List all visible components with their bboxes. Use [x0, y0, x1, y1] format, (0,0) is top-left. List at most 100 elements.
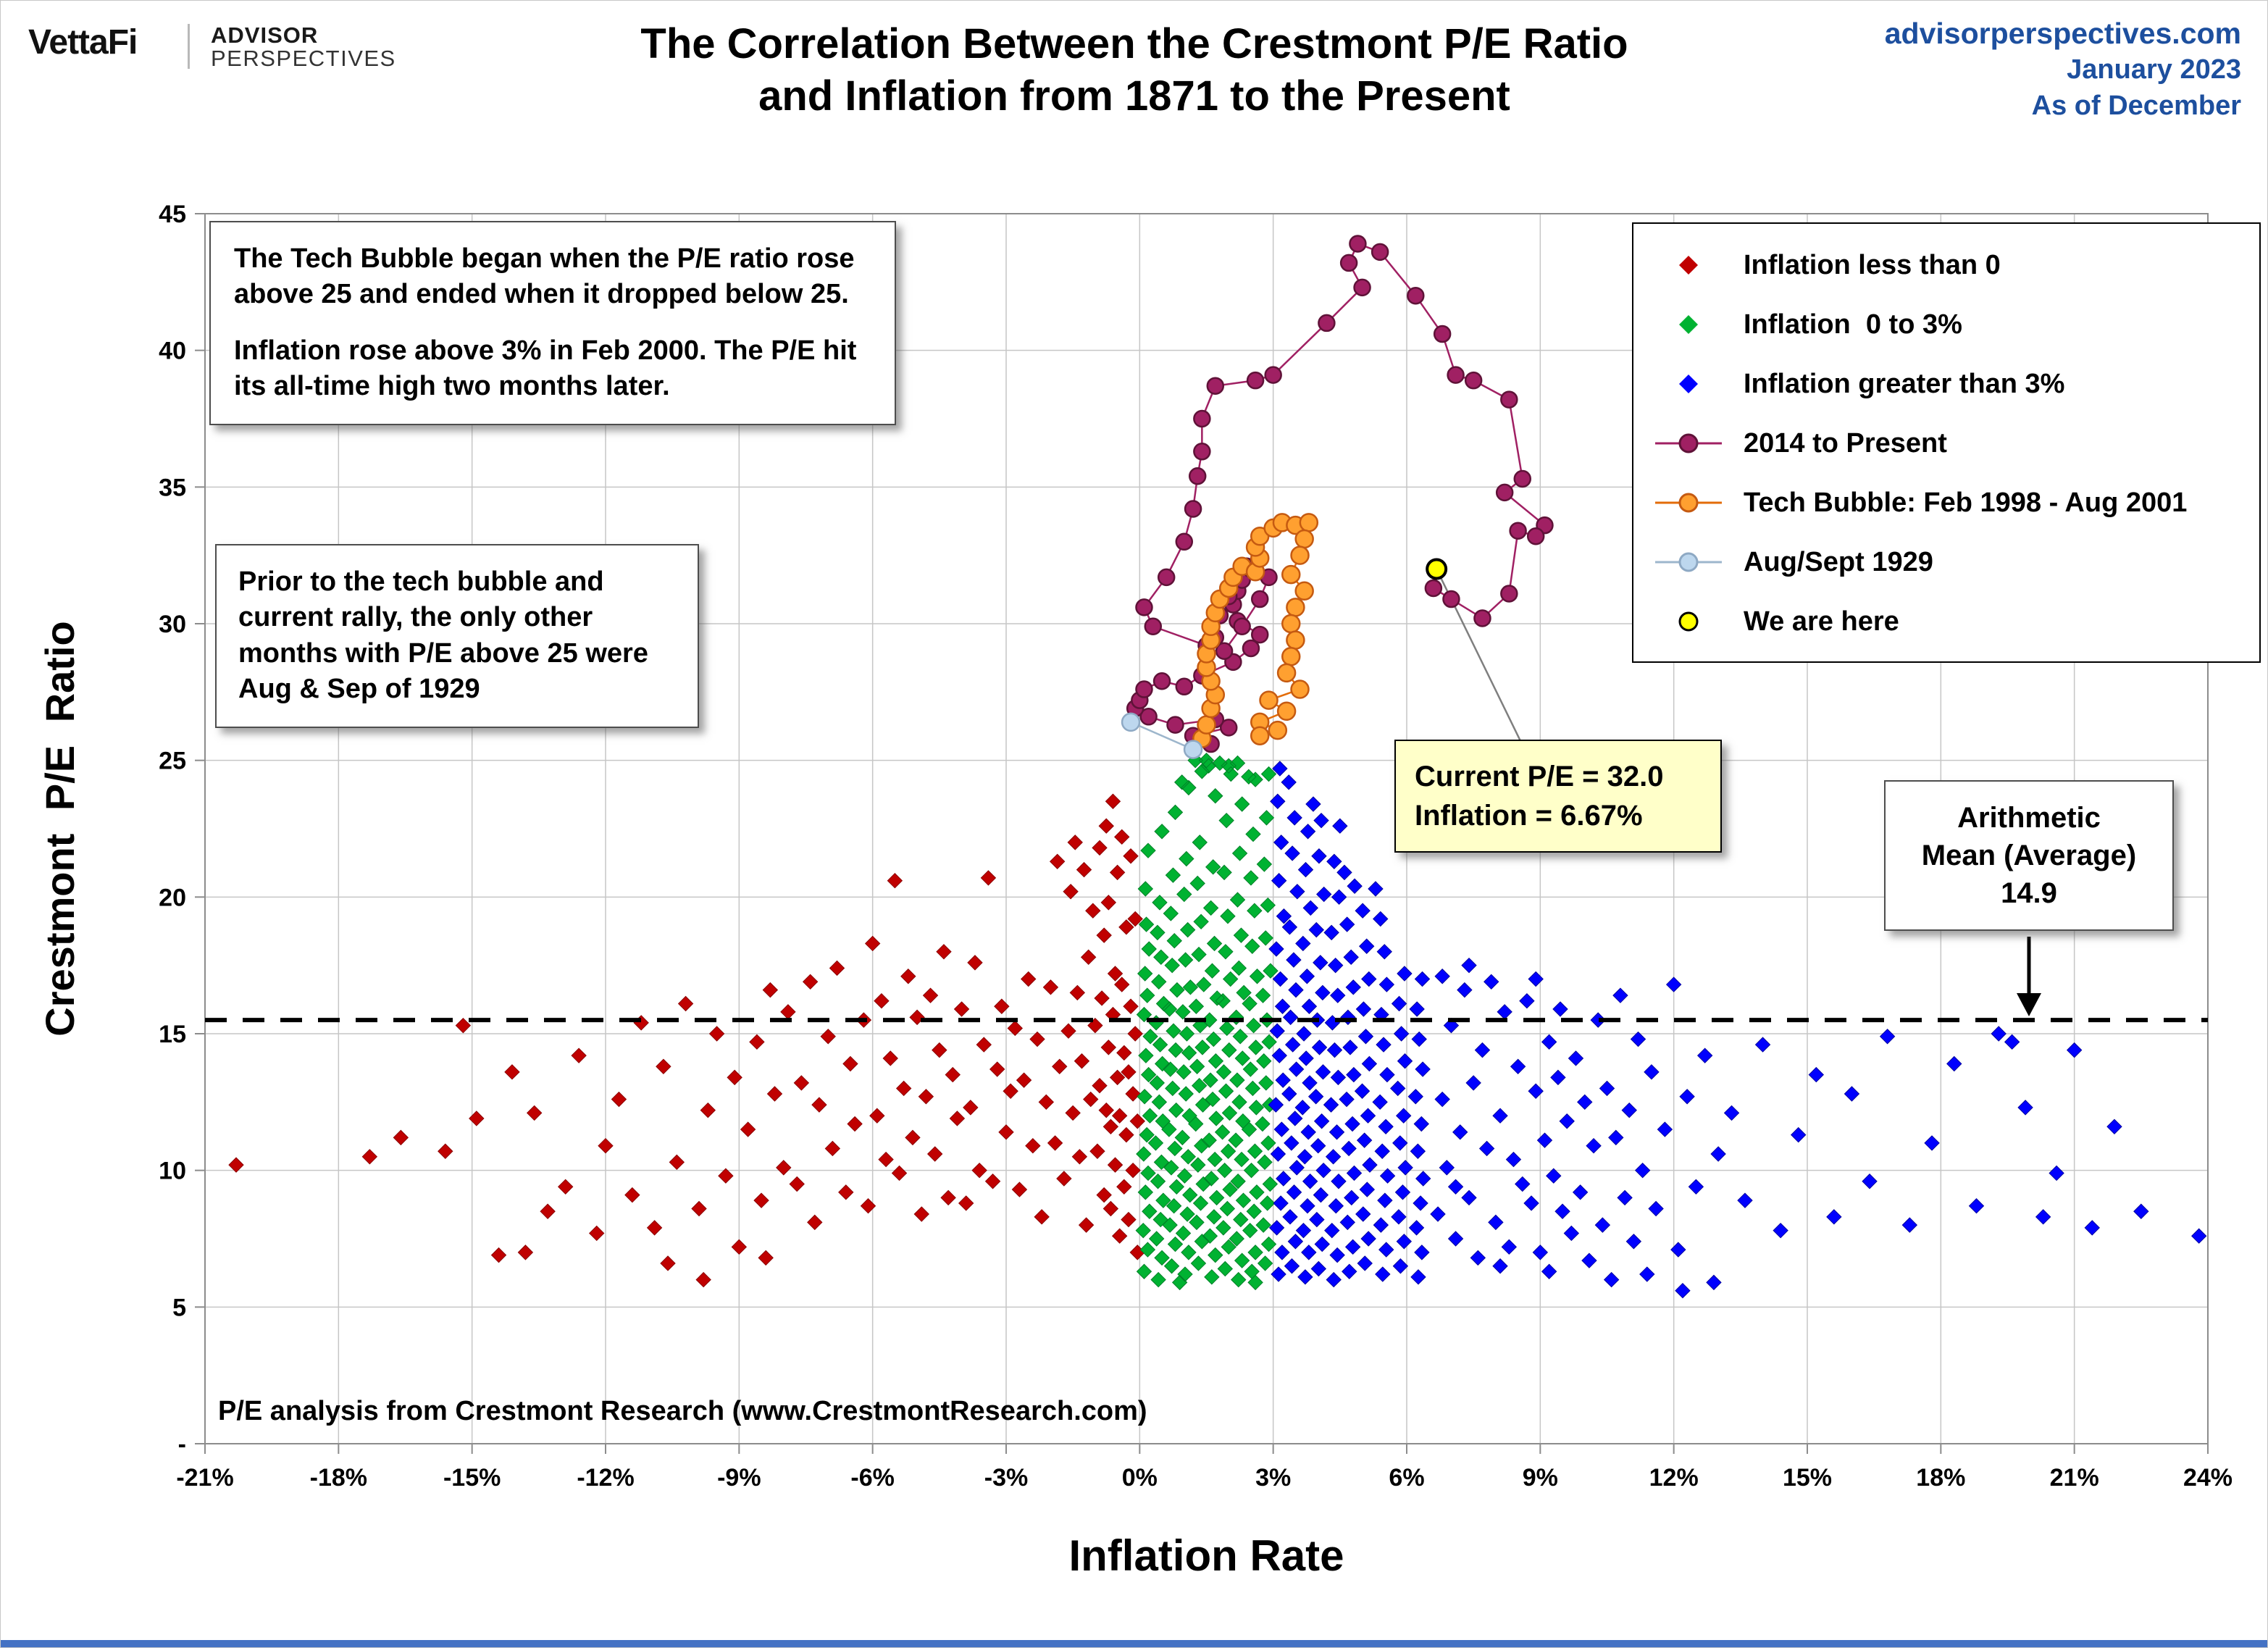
series-line-aug_sept_1929: [1130, 721, 1194, 750]
y-tick-label: 10: [159, 1158, 186, 1185]
series-point-since_2014: [1526, 527, 1545, 545]
series-point-since_2014: [1139, 708, 1158, 726]
chart-title: The Correlation Between the Crestmont P/…: [482, 18, 1786, 122]
legend-item: Inflation 0 to 3%: [1652, 295, 2259, 354]
series-point-since_2014: [1135, 598, 1153, 616]
source-asof: As of December: [2031, 91, 2241, 121]
series-point-since_2014: [1215, 642, 1234, 660]
series-point-since_2014: [1250, 590, 1269, 608]
series-point-since_2014: [1318, 314, 1336, 332]
y-tick-label: 20: [159, 884, 186, 911]
advisor-perspectives-logo: ADVISOR PERSPECTIVES: [211, 24, 396, 70]
y-tick-label: -: [178, 1431, 186, 1458]
mean-note-line2: Mean (Average): [1921, 840, 2137, 871]
series-point-aug_sept_1929: [1121, 712, 1141, 732]
series-point-tech_bubble: [1299, 513, 1319, 532]
circle-line-marker-icon: [1655, 493, 1722, 513]
series-point-since_2014: [1193, 409, 1211, 428]
current-callout: Current P/E = 32.0 Inflation = 6.67%: [1394, 740, 1722, 853]
x-tick-label: 9%: [1523, 1464, 1558, 1492]
series-inflation_gt_3: [1268, 761, 2207, 1299]
y-tick-label: 45: [159, 201, 186, 228]
series-point-tech_bubble: [1250, 726, 1270, 745]
series-point-tech_bubble: [1197, 715, 1216, 735]
series-point-since_2014: [1500, 390, 1518, 409]
source-block: advisorperspectives.com January 2023 As …: [1885, 15, 2241, 124]
x-tick-label: -18%: [310, 1464, 367, 1492]
series-point-since_2014: [1219, 719, 1238, 737]
tech-bubble-note-para1: The Tech Bubble began when the P/E ratio…: [234, 243, 855, 310]
series-point-since_2014: [1447, 366, 1465, 384]
series-point-tech_bubble: [1276, 663, 1297, 683]
series-point-tech_bubble: [1259, 690, 1279, 710]
bottom-accent-bar: [1, 1640, 2267, 1647]
legend-item: 2014 to Present: [1652, 414, 2259, 473]
y-tick-label: 30: [159, 611, 186, 638]
series-point-since_2014: [1339, 254, 1358, 272]
x-tick-label: 0%: [1122, 1464, 1158, 1492]
series-point-tech_bubble: [1281, 647, 1301, 666]
logo-divider: [188, 24, 190, 69]
series-inflation_0_3: [1135, 752, 1279, 1291]
series-point-since_2014: [1157, 568, 1176, 587]
x-tick-label: 15%: [1783, 1464, 1832, 1492]
series-point-since_2014: [1175, 677, 1194, 696]
series-point-since_2014: [1184, 500, 1202, 518]
series-point-since_2014: [1464, 371, 1483, 390]
series-point-since_2014: [1193, 443, 1211, 461]
series-point-since_2014: [1349, 235, 1367, 253]
series-point-we_are_here: [1426, 558, 1448, 580]
legend-item: Tech Bubble: Feb 1998 - Aug 2001: [1652, 473, 2259, 532]
series-point-since_2014: [1144, 617, 1163, 636]
series-point-since_2014: [1135, 680, 1153, 698]
y-tick-label: 15: [159, 1021, 186, 1048]
series-point-since_2014: [1188, 467, 1207, 485]
series-point-aug_sept_1929: [1183, 740, 1203, 759]
series-point-tech_bubble: [1294, 529, 1314, 549]
series-point-tech_bubble: [1290, 545, 1310, 565]
legend: Inflation less than 0 Inflation 0 to 3% In…: [1632, 222, 2261, 663]
x-tick-label: -21%: [176, 1464, 233, 1492]
prior-1929-note: Prior to the tech bubble and current ral…: [215, 544, 699, 728]
x-tick-label: -9%: [717, 1464, 761, 1492]
mean-note-value: 14.9: [2001, 877, 2057, 909]
legend-label: Tech Bubble: Feb 1998 - Aug 2001: [1744, 487, 2188, 518]
y-tick-label: 35: [159, 474, 186, 501]
y-axis-title: Crestmont P/E Ratio: [37, 621, 83, 1037]
mean-note-line1: Arithmetic: [1957, 802, 2101, 834]
y-tick-label: 5: [172, 1294, 186, 1321]
logo-advisor-text: ADVISOR: [211, 22, 319, 48]
chart-title-line1: The Correlation Between the Crestmont P/…: [640, 20, 1628, 67]
x-tick-label: 21%: [2050, 1464, 2099, 1492]
chart-title-line2: and Inflation from 1871 to the Present: [758, 72, 1510, 120]
series-point-since_2014: [1495, 483, 1514, 502]
series-point-since_2014: [1407, 286, 1425, 305]
vettafi-logo: VettaFi: [28, 23, 138, 62]
diamond-marker-icon: [1679, 375, 1698, 393]
series-point-since_2014: [1152, 672, 1171, 690]
tech-bubble-note-para2: Inflation rose above 3% in Feb 2000. The…: [234, 335, 857, 402]
series-point-since_2014: [1175, 532, 1194, 551]
legend-label: 2014 to Present: [1744, 427, 1947, 459]
source-site: advisorperspectives.com: [1884, 17, 2241, 50]
series-inflation_lt_0: [228, 793, 1145, 1288]
series-point-since_2014: [1250, 625, 1269, 644]
x-tick-label: 24%: [2183, 1464, 2233, 1492]
x-tick-label: -15%: [443, 1464, 501, 1492]
legend-item: Inflation greater than 3%: [1652, 354, 2259, 414]
x-tick-label: 3%: [1255, 1464, 1291, 1492]
series-point-since_2014: [1264, 366, 1282, 384]
x-tick-label: 12%: [1649, 1464, 1699, 1492]
x-tick-label: -6%: [850, 1464, 894, 1492]
series-point-since_2014: [1424, 579, 1443, 598]
series-point-since_2014: [1242, 639, 1260, 658]
y-tick-label: 40: [159, 338, 186, 365]
series-point-since_2014: [1473, 609, 1491, 627]
series-point-tech_bubble: [1268, 720, 1288, 740]
legend-item: We are here: [1652, 592, 2259, 651]
series-point-since_2014: [1371, 243, 1389, 262]
series-point-tech_bubble: [1290, 679, 1310, 699]
series-point-tech_bubble: [1294, 581, 1314, 601]
legend-label: Inflation 0 to 3%: [1744, 309, 1962, 340]
